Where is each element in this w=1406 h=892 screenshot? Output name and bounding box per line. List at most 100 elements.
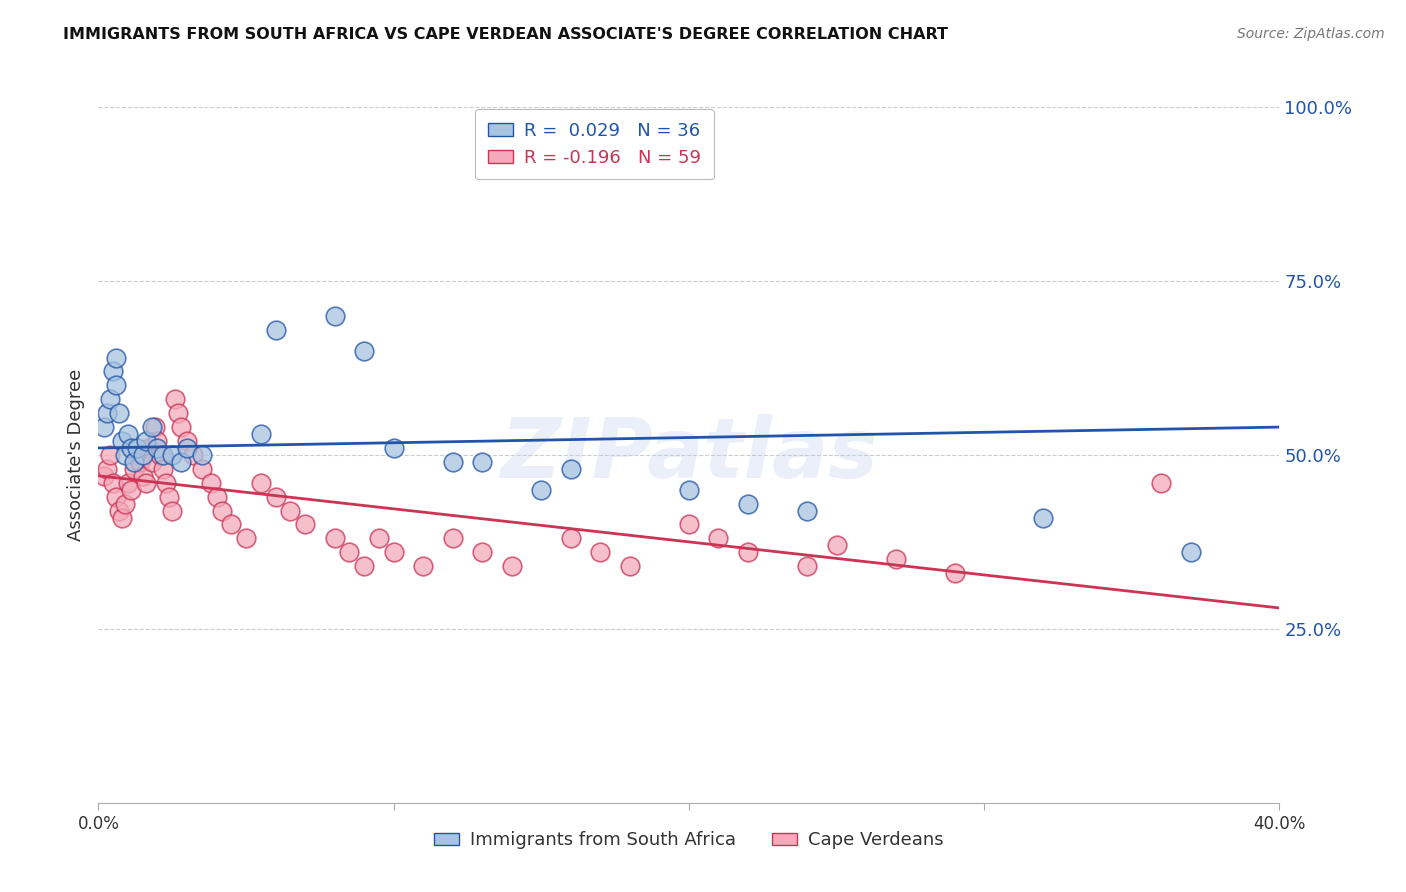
Point xyxy=(441,532,464,546)
Point xyxy=(162,503,183,517)
Point xyxy=(560,532,582,546)
Point xyxy=(149,448,172,462)
Point xyxy=(250,475,273,490)
Point xyxy=(103,475,125,490)
Point xyxy=(707,532,730,546)
Point xyxy=(264,490,287,504)
Point xyxy=(368,532,391,546)
Point xyxy=(339,545,361,559)
Point xyxy=(250,427,273,442)
Point xyxy=(353,343,375,358)
Point xyxy=(117,475,139,490)
Point xyxy=(162,448,183,462)
Point xyxy=(412,559,434,574)
Point xyxy=(181,448,204,462)
Point xyxy=(108,503,131,517)
Point xyxy=(122,455,145,469)
Point xyxy=(1032,510,1054,524)
Point xyxy=(108,406,131,420)
Point xyxy=(152,448,174,462)
Text: Source: ZipAtlas.com: Source: ZipAtlas.com xyxy=(1237,27,1385,41)
Point xyxy=(170,420,193,434)
Point xyxy=(135,475,157,490)
Point xyxy=(943,566,966,581)
Point xyxy=(501,559,523,574)
Point xyxy=(152,462,174,476)
Point xyxy=(530,483,553,497)
Point xyxy=(200,475,222,490)
Point xyxy=(125,448,148,462)
Point xyxy=(155,475,177,490)
Point xyxy=(211,503,233,517)
Point xyxy=(146,441,169,455)
Point xyxy=(114,448,136,462)
Point xyxy=(471,455,494,469)
Point xyxy=(678,517,700,532)
Legend: Immigrants from South Africa, Cape Verdeans: Immigrants from South Africa, Cape Verde… xyxy=(427,824,950,856)
Point xyxy=(382,441,405,455)
Point xyxy=(205,490,228,504)
Point xyxy=(105,351,128,365)
Point xyxy=(105,378,128,392)
Point xyxy=(111,434,134,448)
Point xyxy=(280,503,302,517)
Point xyxy=(105,490,128,504)
Point xyxy=(176,434,198,448)
Point xyxy=(135,434,157,448)
Point xyxy=(98,392,121,407)
Point xyxy=(165,392,187,407)
Point xyxy=(170,455,193,469)
Point xyxy=(132,468,155,483)
Point xyxy=(120,483,142,497)
Point xyxy=(132,448,155,462)
Point xyxy=(125,441,148,455)
Point xyxy=(93,420,115,434)
Point xyxy=(294,517,316,532)
Point xyxy=(235,532,257,546)
Point xyxy=(796,559,818,574)
Point xyxy=(589,545,612,559)
Point xyxy=(103,364,125,378)
Point xyxy=(143,420,166,434)
Point xyxy=(619,559,641,574)
Point xyxy=(825,538,848,552)
Point xyxy=(122,462,145,476)
Point xyxy=(128,455,150,469)
Point xyxy=(114,497,136,511)
Point xyxy=(221,517,243,532)
Point xyxy=(1150,475,1173,490)
Point xyxy=(441,455,464,469)
Point xyxy=(796,503,818,517)
Point xyxy=(264,323,287,337)
Point xyxy=(120,441,142,455)
Point xyxy=(471,545,494,559)
Point xyxy=(560,462,582,476)
Point xyxy=(323,309,346,323)
Text: ZIPatlas: ZIPatlas xyxy=(501,415,877,495)
Point xyxy=(96,406,118,420)
Point xyxy=(191,462,214,476)
Point xyxy=(323,532,346,546)
Point xyxy=(111,510,134,524)
Point xyxy=(117,427,139,442)
Point xyxy=(382,545,405,559)
Point xyxy=(176,441,198,455)
Point xyxy=(138,441,160,455)
Point xyxy=(191,448,214,462)
Y-axis label: Associate's Degree: Associate's Degree xyxy=(66,368,84,541)
Point xyxy=(678,483,700,497)
Point xyxy=(157,490,180,504)
Point xyxy=(98,448,121,462)
Text: IMMIGRANTS FROM SOUTH AFRICA VS CAPE VERDEAN ASSOCIATE'S DEGREE CORRELATION CHAR: IMMIGRANTS FROM SOUTH AFRICA VS CAPE VER… xyxy=(63,27,948,42)
Point xyxy=(96,462,118,476)
Point xyxy=(167,406,190,420)
Point xyxy=(1180,545,1202,559)
Point xyxy=(737,545,759,559)
Point xyxy=(93,468,115,483)
Point xyxy=(141,420,163,434)
Point xyxy=(737,497,759,511)
Point xyxy=(884,552,907,566)
Point xyxy=(146,434,169,448)
Point xyxy=(353,559,375,574)
Point xyxy=(141,455,163,469)
